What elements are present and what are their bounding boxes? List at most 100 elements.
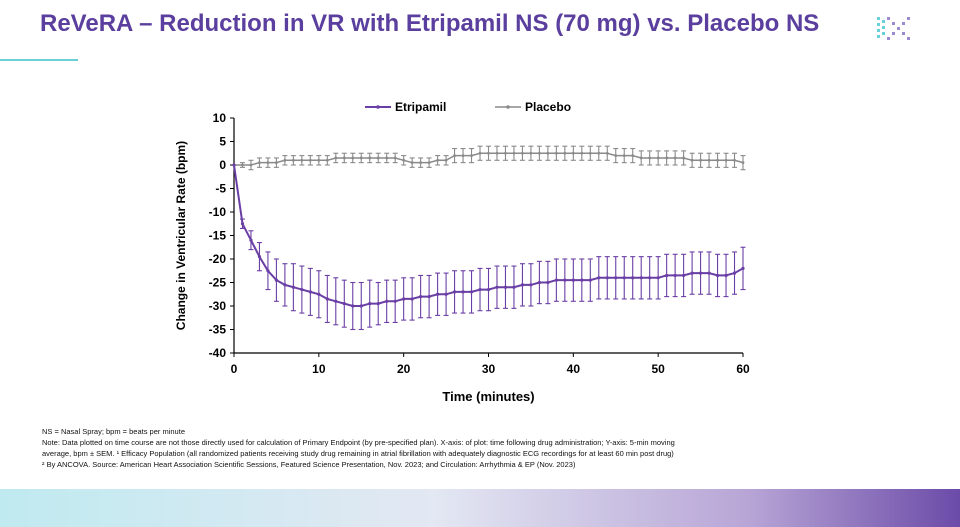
legend-placebo-label: Placebo [525,100,571,114]
placebo-data-point [258,161,261,165]
y-tick-label: -25 [209,276,227,290]
etripamil-data-point [690,271,694,275]
placebo-data-point [393,156,397,160]
placebo-data-point [249,163,253,167]
page-title: ReVeRA – Reduction in VR with Etripamil … [40,10,820,37]
etripamil-data-point [495,285,499,289]
placebo-data-point [317,158,321,162]
placebo-data-point [563,151,567,155]
etripamil-data-point [351,304,355,308]
etripamil-data-point [546,280,550,285]
placebo-data-point [724,158,728,162]
placebo-data-point [571,151,575,155]
placebo-data-point [546,151,550,155]
etripamil-data-point [631,276,635,280]
etripamil-data-point [469,290,474,294]
x-tick-label: 20 [397,362,411,376]
legend-etripamil-label: Etripamil [395,100,446,114]
company-logo-icon [877,17,910,40]
footnote-line: Note: Data plotted on time course are no… [42,438,675,447]
y-tick-label: 10 [213,111,227,125]
placebo-data-point [410,161,414,165]
etripamil-data-point [614,276,618,280]
etripamil-data-point [308,290,312,294]
placebo-data-point [597,151,601,155]
y-tick-label: -40 [209,346,227,360]
placebo-data-point [325,158,329,162]
y-tick-label: -30 [209,299,227,313]
placebo-data-point [283,158,287,162]
etripamil-data-point [427,295,431,299]
placebo-data-point [639,156,643,160]
placebo-data-point [266,161,270,165]
etripamil-data-point [580,278,584,282]
footnote-line: ² By ANCOVA. Source: American Heart Asso… [42,460,576,469]
x-tick-label: 40 [567,362,581,376]
placebo-data-point [622,154,626,158]
etripamil-data-point [554,278,558,282]
placebo-data-point [385,156,389,160]
etripamil-data-point [274,278,279,282]
placebo-data-point [538,151,541,155]
placebo-data-point [359,156,363,160]
etripamil-data-point [249,238,253,242]
etripamil-data-point [605,276,609,280]
placebo-data-point [605,151,609,155]
etripamil-data-point [648,276,652,280]
placebo-data-point [716,158,719,162]
footer-gradient-bar [0,489,960,527]
etripamil-data-point [665,273,669,278]
placebo-data-point [427,161,431,165]
y-tick-label: -10 [209,205,227,219]
etripamil-data-point [240,222,245,226]
placebo-data-point [487,151,490,155]
x-tick-label: 0 [231,362,238,376]
etripamil-data-point [503,285,508,289]
etripamil-data-point [232,163,236,167]
etripamil-data-point [682,273,686,278]
etripamil-data-point [478,287,482,292]
placebo-data-point [673,156,677,160]
placebo-data-point [376,156,380,160]
x-axis-label: Time (minutes) [442,389,534,404]
etripamil-data-point [283,283,287,287]
placebo-data-point [334,156,338,160]
placebo-data-point [419,161,423,165]
placebo-data-point [241,163,244,167]
etripamil-data-point [707,271,711,275]
etripamil-data-point [520,283,525,287]
placebo-data-point [554,151,558,155]
y-tick-label: -20 [209,252,227,266]
legend-etripamil-marker [376,105,380,109]
etripamil-data-point [597,276,601,280]
x-tick-label: 30 [482,362,496,376]
placebo-data-point [436,158,439,162]
placebo-data-point [529,151,533,155]
placebo-data-point [351,156,355,160]
placebo-data-point [300,158,304,162]
etripamil-data-point [266,269,270,273]
placebo-data-point [614,154,618,158]
etripamil-data-point [385,299,389,303]
etripamil-data-point [419,295,423,299]
etripamil-data-point [732,271,737,275]
legend-placebo-marker [506,105,510,109]
etripamil-data-point [376,302,380,306]
x-tick-label: 60 [736,362,750,376]
etripamil-data-point [529,283,533,287]
y-tick-label: 5 [219,135,226,149]
etripamil-data-point [656,276,660,280]
placebo-data-point [453,154,456,158]
x-tick-label: 10 [312,362,326,376]
etripamil-data-point [368,302,372,306]
etripamil-data-point [444,292,448,296]
etripamil-data-point [452,290,457,294]
placebo-data-point [741,161,745,165]
placebo-data-point [308,158,312,162]
x-tick-label: 50 [651,362,665,376]
etripamil-data-point [300,287,304,292]
placebo-data-point [656,156,660,160]
etripamil-data-point [715,273,720,278]
etripamil-data-point [402,297,406,301]
etripamil-data-point [639,276,643,280]
